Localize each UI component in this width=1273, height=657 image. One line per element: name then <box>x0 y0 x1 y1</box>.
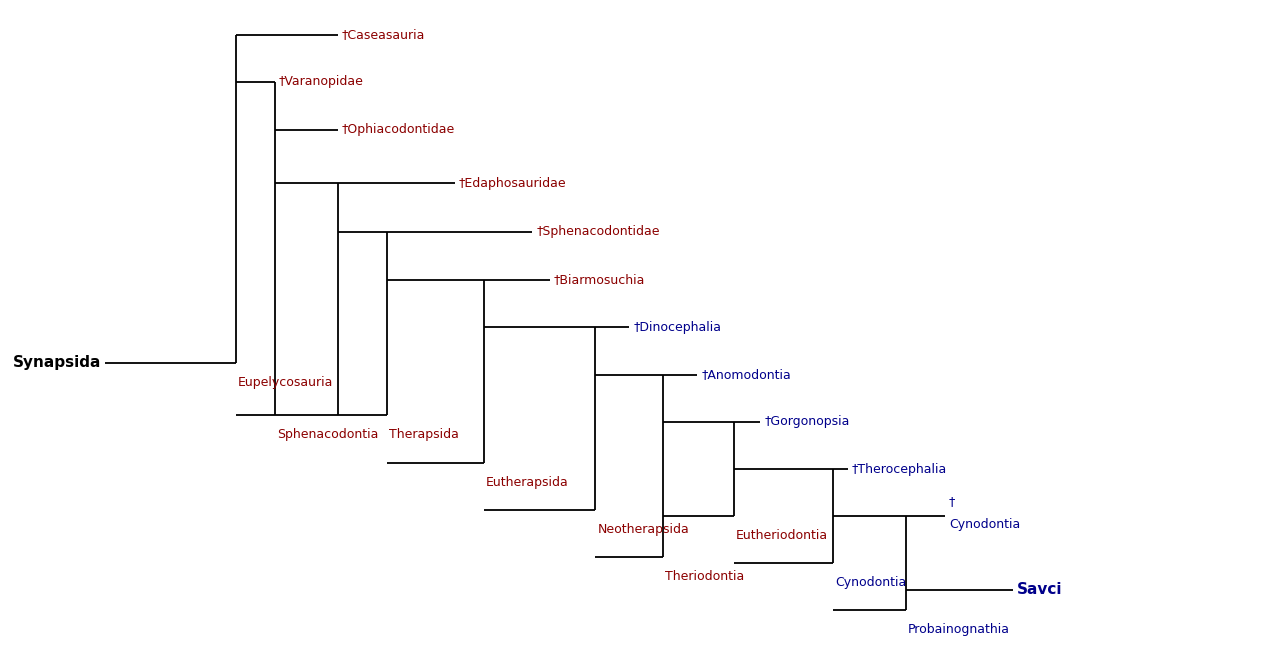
Text: Synapsida: Synapsida <box>13 355 102 371</box>
Text: †Varanopidae: †Varanopidae <box>279 76 364 89</box>
Text: Sphenacodontia: Sphenacodontia <box>278 428 378 441</box>
Text: Cynodontia: Cynodontia <box>948 518 1020 531</box>
Text: Savci: Savci <box>1017 583 1062 597</box>
Text: Cynodontia: Cynodontia <box>835 576 906 589</box>
Text: †Sphenacodontidae: †Sphenacodontidae <box>536 225 659 238</box>
Text: Eutheriodontia: Eutheriodontia <box>736 529 829 542</box>
Text: Therapsida: Therapsida <box>388 428 458 441</box>
Text: †Caseasauria: †Caseasauria <box>342 28 425 41</box>
Text: Eutherapsida: Eutherapsida <box>486 476 569 489</box>
Text: Eupelycosauria: Eupelycosauria <box>238 376 334 389</box>
Text: †Dinocephalia: †Dinocephalia <box>633 321 722 334</box>
Text: †Edaphosauridae: †Edaphosauridae <box>458 177 566 189</box>
Text: †Gorgonopsia: †Gorgonopsia <box>764 415 849 428</box>
Text: †Anomodontia: †Anomodontia <box>701 369 791 382</box>
Text: Probainognathia: Probainognathia <box>908 623 1009 636</box>
Text: †Biarmosuchia: †Biarmosuchia <box>554 273 645 286</box>
Text: †Therocephalia: †Therocephalia <box>852 463 947 476</box>
Text: †Ophiacodontidae: †Ophiacodontidae <box>342 124 456 137</box>
Text: †: † <box>948 495 955 508</box>
Text: Theriodontia: Theriodontia <box>666 570 745 583</box>
Text: Neotherapsida: Neotherapsida <box>597 523 689 536</box>
